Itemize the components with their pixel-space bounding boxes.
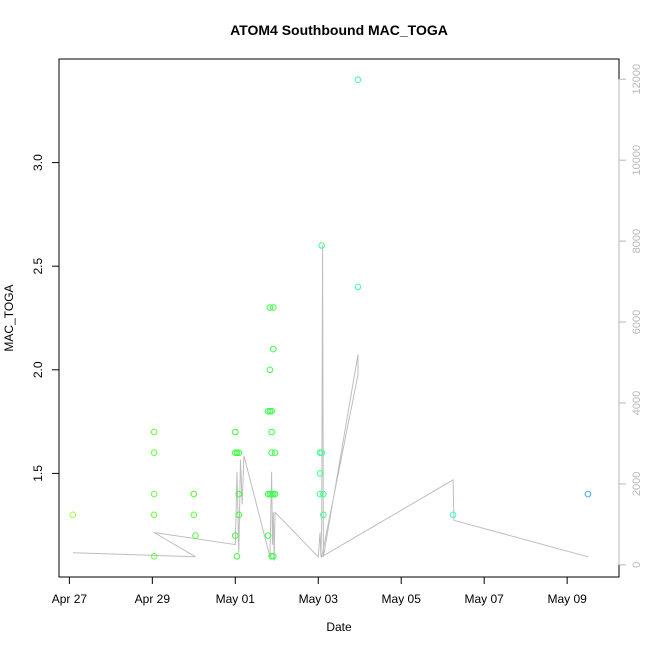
data-point xyxy=(354,283,362,291)
data-point xyxy=(235,490,243,498)
data-point xyxy=(271,490,279,498)
data-point xyxy=(235,449,243,457)
y2-tick-label: 10000 xyxy=(631,145,643,176)
data-point xyxy=(270,345,277,353)
data-point xyxy=(316,490,324,498)
x-tick-label: May 09 xyxy=(547,592,587,606)
y-tick-label: 1.5 xyxy=(31,465,45,482)
data-point xyxy=(449,511,457,519)
chart-title: ATOM4 Southbound MAC_TOGA xyxy=(230,22,448,38)
data-point xyxy=(150,553,158,560)
data-point xyxy=(354,76,362,83)
data-point xyxy=(150,511,158,519)
y-tick-label: 2.0 xyxy=(31,361,45,378)
y2-tick-label: 12000 xyxy=(631,64,643,95)
y-axis: 1.5 2.0 2.5 3.0 xyxy=(31,154,60,482)
y2-tick-label: 0 xyxy=(631,562,643,568)
data-point xyxy=(190,511,198,519)
data-point xyxy=(266,366,274,374)
data-point xyxy=(318,242,326,249)
right-axis-series xyxy=(72,245,589,561)
data-point xyxy=(233,449,241,457)
data-point xyxy=(320,511,327,519)
x-axis: Apr 27 Apr 29 May 01 May 03 May 05 May 07 May … xyxy=(52,576,587,606)
y2-tick-label: 2000 xyxy=(631,472,643,496)
data-point xyxy=(268,428,275,436)
data-point xyxy=(318,449,326,457)
y2-tick-label: 8000 xyxy=(631,229,643,253)
y-axis-label: MAC_TOGA xyxy=(2,284,16,351)
data-point xyxy=(270,553,277,560)
y-tick-label: 2.5 xyxy=(31,258,45,275)
data-point xyxy=(232,532,239,539)
plot-frame xyxy=(58,58,620,578)
data-point xyxy=(266,304,274,311)
data-point xyxy=(233,553,241,560)
data-point xyxy=(271,449,279,457)
data-point xyxy=(192,532,199,539)
data-point xyxy=(316,470,324,477)
y-tick-label: 3.0 xyxy=(31,154,45,171)
data-point xyxy=(584,490,592,498)
data-point xyxy=(268,407,275,415)
y2-tick-label: 4000 xyxy=(631,391,643,415)
data-point xyxy=(69,511,77,519)
data-point xyxy=(270,304,277,311)
x-tick-label: May 03 xyxy=(299,592,339,606)
data-point xyxy=(320,490,327,498)
x-tick-label: May 01 xyxy=(216,592,256,606)
series-line xyxy=(72,245,589,561)
x-tick-label: Apr 27 xyxy=(52,592,88,606)
x-axis-label: Date xyxy=(326,620,352,634)
data-point xyxy=(232,428,239,436)
data-point xyxy=(264,407,272,415)
data-point xyxy=(150,490,158,498)
scatter-points xyxy=(69,76,592,560)
x-tick-label: May 07 xyxy=(465,592,505,606)
y2-tick-label: 6000 xyxy=(631,310,643,334)
data-point xyxy=(190,490,198,498)
data-point xyxy=(235,511,243,519)
x-tick-label: May 05 xyxy=(382,592,422,606)
y2-axis: 0 2000 4000 6000 8000 10000 12000 xyxy=(618,64,643,568)
x-tick-label: Apr 29 xyxy=(135,592,171,606)
data-point xyxy=(268,449,275,457)
data-point xyxy=(264,532,272,539)
data-point xyxy=(150,428,158,436)
data-point xyxy=(150,449,158,457)
